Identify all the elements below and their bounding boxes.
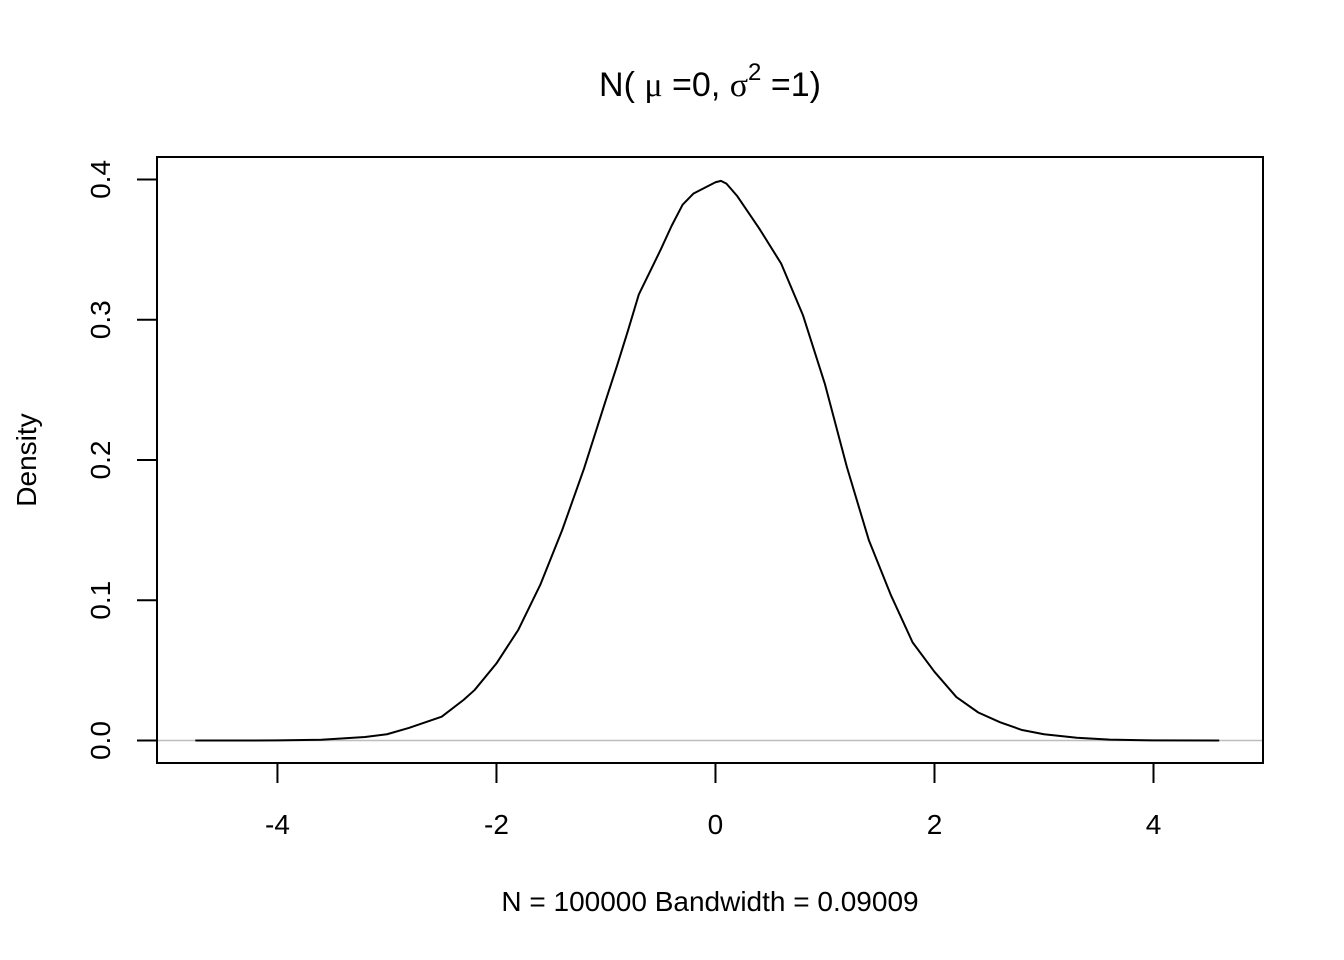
- title-suffix: =1): [761, 66, 821, 104]
- y-tick-label: 0.0: [85, 721, 116, 760]
- x-tick-label: -2: [484, 809, 509, 840]
- title-mid: =0,: [663, 66, 730, 104]
- title-sigma-symbol: σ: [730, 67, 748, 104]
- x-axis-label: N = 100000 Bandwidth = 0.09009: [501, 886, 918, 917]
- y-tick-label: 0.3: [85, 300, 116, 339]
- title-prefix: N(: [599, 66, 644, 104]
- y-axis-label: Density: [11, 413, 42, 506]
- plot-frame: [156, 156, 1264, 764]
- plot-area: -4 -2 0 2 4 0.0 0.1 0.2 0.3 0.4: [85, 156, 1264, 840]
- title-mu-symbol: μ: [644, 67, 662, 104]
- x-tick-label: 4: [1146, 809, 1162, 840]
- density-curve: [195, 179, 1220, 742]
- x-tick-label: 0: [708, 809, 724, 840]
- y-tick-label: 0.1: [85, 581, 116, 620]
- x-tick-label: -4: [265, 809, 290, 840]
- y-tick-label: 0.4: [85, 160, 116, 199]
- x-tick-label: 2: [927, 809, 943, 840]
- chart-title: N( μ =0, σ2 =1): [599, 59, 821, 104]
- title-superscript: 2: [748, 59, 761, 86]
- y-tick-label: 0.2: [85, 441, 116, 480]
